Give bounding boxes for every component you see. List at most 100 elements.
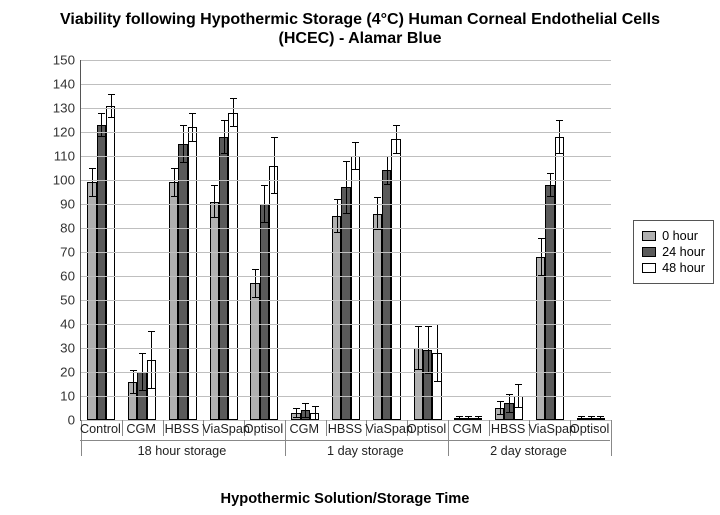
bar: [228, 113, 237, 420]
gridline: [81, 396, 611, 397]
ytick-label: 40: [60, 317, 81, 332]
gridline: [81, 204, 611, 205]
ytick-label: 100: [53, 173, 81, 188]
group-label: 1 day storage: [284, 440, 447, 458]
bar: [351, 156, 360, 420]
category-label: Optisol: [406, 422, 447, 436]
error-bar: [133, 370, 134, 394]
category-label: ViaSpan: [365, 422, 406, 436]
error-bar: [396, 125, 397, 154]
bar: [97, 125, 106, 420]
group-label: 2 day storage: [447, 440, 610, 458]
bar: [188, 127, 197, 420]
error-bar: [600, 416, 601, 418]
error-bar: [224, 120, 225, 154]
bar: [332, 216, 341, 420]
error-bar: [233, 98, 234, 127]
ytick-label: 130: [53, 101, 81, 116]
error-bar: [346, 161, 347, 214]
legend-swatch: [642, 231, 656, 241]
error-bar: [377, 197, 378, 231]
legend: 0 hour 24 hour 48 hour: [633, 220, 714, 284]
x-axis-label: Hypothermic Solution/Storage Time: [80, 491, 610, 507]
error-bar: [274, 137, 275, 195]
error-bar: [459, 416, 460, 418]
legend-item: 0 hour: [642, 229, 705, 243]
category-label: HBSS: [325, 422, 366, 436]
ytick-label: 140: [53, 77, 81, 92]
gridline: [81, 372, 611, 373]
gridline: [81, 84, 611, 85]
error-bar: [559, 120, 560, 154]
category-label: Control: [80, 422, 121, 436]
error-bar: [296, 408, 297, 418]
error-bar: [111, 94, 112, 118]
error-bar: [478, 416, 479, 418]
ytick-label: 120: [53, 125, 81, 140]
error-bar: [468, 416, 469, 418]
ytick-label: 20: [60, 365, 81, 380]
bar: [178, 144, 187, 420]
gridline: [81, 300, 611, 301]
error-bar: [581, 416, 582, 418]
bar: [382, 170, 391, 420]
bar: [210, 202, 219, 420]
bar: [87, 182, 96, 420]
gridline: [81, 420, 611, 421]
ytick-label: 150: [53, 53, 81, 68]
category-label: ViaSpan: [202, 422, 243, 436]
category-label: CGM: [284, 422, 325, 436]
error-bar: [305, 403, 306, 417]
category-label: Optisol: [569, 422, 610, 436]
gridline: [81, 60, 611, 61]
error-bar: [101, 113, 102, 137]
ytick-label: 30: [60, 341, 81, 356]
category-label: HBSS: [488, 422, 529, 436]
legend-swatch: [642, 247, 656, 257]
gridline: [81, 276, 611, 277]
ytick-label: 80: [60, 221, 81, 236]
chart-container: Viability following Hypothermic Storage …: [0, 0, 720, 515]
bar: [545, 185, 554, 420]
ytick-label: 60: [60, 269, 81, 284]
category-label: Optisol: [243, 422, 284, 436]
bar: [250, 283, 259, 420]
error-bar: [550, 173, 551, 197]
error-bar: [255, 269, 256, 298]
legend-label: 0 hour: [662, 229, 698, 243]
error-bar: [183, 125, 184, 163]
bar: [169, 182, 178, 420]
plot-area: 0102030405060708090100110120130140150: [80, 60, 611, 421]
error-bar: [192, 113, 193, 142]
bars-layer: [81, 60, 611, 420]
error-bar: [174, 168, 175, 197]
bar: [391, 139, 400, 420]
gridline: [81, 180, 611, 181]
gridline: [81, 324, 611, 325]
error-bar: [500, 401, 501, 415]
category-label: HBSS: [162, 422, 203, 436]
chart-title: Viability following Hypothermic Storage …: [0, 10, 720, 48]
ytick-label: 90: [60, 197, 81, 212]
category-label: CGM: [121, 422, 162, 436]
ytick-label: 70: [60, 245, 81, 260]
error-bar: [315, 406, 316, 420]
error-bar: [214, 185, 215, 219]
error-bar: [92, 168, 93, 197]
category-label: ViaSpan: [528, 422, 569, 436]
ytick-label: 0: [68, 413, 81, 428]
legend-label: 48 hour: [662, 261, 705, 275]
legend-item: 24 hour: [642, 245, 705, 259]
category-label: CGM: [447, 422, 488, 436]
gridline: [81, 156, 611, 157]
gridline: [81, 132, 611, 133]
legend-swatch: [642, 263, 656, 273]
bar: [341, 187, 350, 420]
group-label: 18 hour storage: [80, 440, 284, 458]
gridline: [81, 108, 611, 109]
ytick-label: 110: [54, 149, 81, 164]
group-divider: [611, 420, 612, 456]
gridline: [81, 228, 611, 229]
legend-item: 48 hour: [642, 261, 705, 275]
gridline: [81, 252, 611, 253]
